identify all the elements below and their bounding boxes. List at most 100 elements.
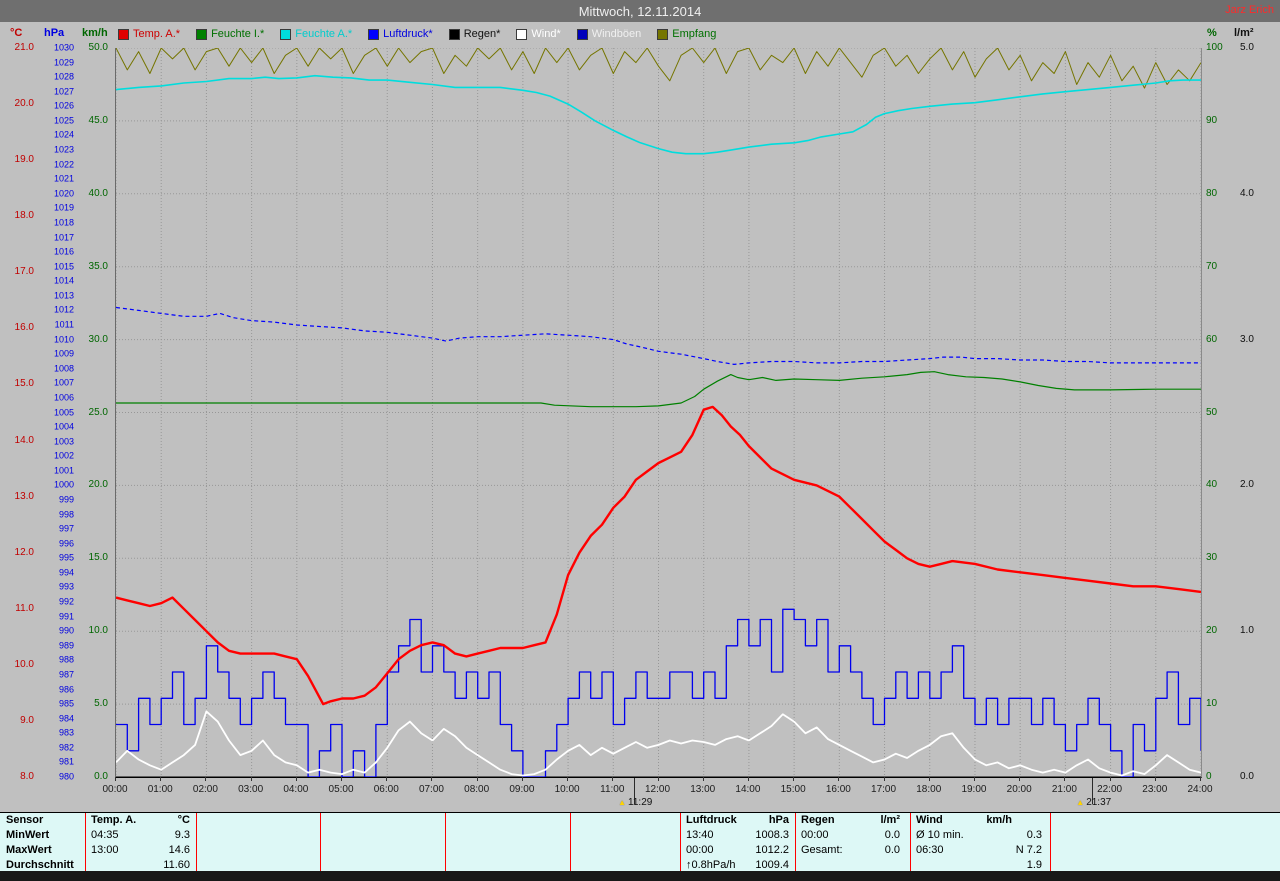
regen-swatch-icon — [448, 28, 460, 40]
axis-tick-label: 100 — [1206, 42, 1223, 53]
stats-temp-max-time: 13:00 — [91, 844, 119, 856]
stats-luftdruck-unit: hPa — [768, 814, 789, 826]
axis-tick-label: 1003 — [53, 436, 74, 447]
x-axis-tick — [205, 777, 207, 781]
window-title: Mittwoch, 12.11.2014 — [578, 3, 702, 19]
x-axis-label: 01:00 — [147, 784, 173, 795]
x-axis-tick — [1064, 777, 1066, 781]
axis-tick-label: 989 — [58, 640, 74, 651]
stats-temp-max-value: 14.6 — [168, 844, 190, 856]
stats-regen-start-value: 0.0 — [884, 829, 900, 841]
axis-tick-label: 981 — [58, 756, 74, 767]
stats-temp-header: Temp. A. — [91, 814, 137, 826]
legend-label: Wind* — [531, 28, 561, 40]
x-axis-tick — [973, 777, 975, 781]
stats-wind-avg10-label: Ø 10 min. — [916, 829, 964, 841]
x-axis-label: 12:00 — [644, 784, 671, 795]
wind-swatch-icon — [516, 28, 528, 40]
legend-item-feuchte_a: Feuchte A.* — [280, 28, 352, 40]
window-bottom-edge — [0, 871, 1280, 881]
x-axis-label: 14:00 — [735, 784, 761, 795]
axis-tick-label: 1024 — [53, 129, 74, 140]
axis-tick-label: 9.0 — [20, 714, 34, 726]
stats-row-label-max: MaxWert — [6, 844, 52, 856]
x-axis-label: 23:00 — [1142, 784, 1168, 795]
axis-tick-label: 35.0 — [88, 260, 108, 272]
axis-tick-label: 50.0 — [88, 42, 108, 53]
y-axis-celsius: 21.0 20.0 19.0 18.0 17.0 16.0 15.0 14.0 13.0 12.0… — [2, 43, 36, 782]
axis-tick-label: 1005 — [53, 407, 74, 417]
series-wind — [116, 710, 1201, 777]
axis-tick-label: 16.0 — [14, 322, 34, 334]
axis-tick-label: 992 — [58, 596, 74, 607]
y-axis-percent: 100 90 80 70 60 50 40 30 20 10 0 — [1204, 43, 1232, 782]
x-axis-tick — [747, 777, 749, 781]
axis-header-lm2: l/m² — [1234, 27, 1254, 39]
windboeen-swatch-icon — [576, 28, 588, 40]
stats-regen-total-value: 0.0 — [884, 844, 900, 856]
axis-tick-label: 1023 — [53, 144, 74, 155]
axis-tick-label: 1029 — [53, 57, 74, 68]
series-feuchte_i — [116, 371, 1201, 408]
feuchte_i-swatch-icon — [196, 28, 208, 40]
axis-tick-label: 994 — [58, 567, 74, 578]
axis-tick-label: 90 — [1206, 114, 1218, 126]
axis-tick-label: 1012 — [53, 304, 74, 315]
axis-tick-label: 5.0 — [94, 698, 108, 710]
x-axis-tick — [883, 777, 885, 781]
x-axis-label: 08:00 — [464, 784, 490, 795]
table-separator — [85, 813, 86, 872]
x-axis-tick — [250, 777, 252, 781]
x-axis-tick — [476, 777, 478, 781]
stats-temp-min-value: 9.3 — [174, 829, 190, 841]
stats-wind-max-time: 06:30 — [916, 844, 944, 856]
x-axis-label: 04:00 — [283, 784, 309, 795]
x-axis-label: 19:00 — [961, 784, 987, 795]
x-axis-label: 13:00 — [690, 784, 716, 795]
legend-item-luftdruck: Luftdruck* — [368, 28, 433, 40]
axis-tick-label: 1008 — [53, 363, 74, 374]
x-axis-label: 06:00 — [373, 784, 399, 795]
x-axis-tick — [1200, 777, 1201, 781]
stats-col-temp: Temp. A. °C 04:35 9.3 13:00 14.6 11.60 — [85, 813, 196, 872]
stats-wind-avg10-value: 0.3 — [1026, 829, 1042, 841]
axis-tick-label: 984 — [58, 713, 74, 724]
x-axis-tick — [702, 777, 704, 781]
x-axis-label: 17:00 — [871, 784, 897, 795]
x-axis-label: 16:00 — [825, 784, 851, 795]
axis-tick-label: 30.0 — [88, 333, 108, 345]
x-axis-tick — [1019, 777, 1021, 781]
table-separator — [570, 813, 571, 872]
table-separator — [196, 813, 197, 872]
stats-panel: Sensor MinWert MaxWert Durchschnitt Temp… — [0, 812, 1280, 872]
axis-tick-label: 1013 — [53, 290, 74, 301]
x-axis-tick — [928, 777, 930, 781]
stats-regen-unit: l/m² — [880, 814, 900, 826]
axis-tick-label: 20.0 — [14, 98, 34, 110]
axis-tick-label: 0.0 — [94, 771, 108, 782]
axis-tick-label: 13.0 — [14, 490, 34, 502]
axis-tick-label: 1010 — [53, 334, 74, 345]
axis-tick-label: 995 — [58, 552, 74, 563]
axis-tick-label: 990 — [58, 625, 74, 636]
stats-temp-min-time: 04:35 — [91, 829, 119, 841]
x-axis-tick — [295, 777, 297, 781]
axis-tick-label: 1014 — [53, 275, 74, 286]
axis-tick-label: 25.0 — [88, 406, 108, 418]
series-windboeen — [116, 608, 1201, 777]
axis-tick-label: 14.0 — [14, 434, 34, 446]
axis-tick-label: 80 — [1206, 187, 1218, 199]
axis-header-celsius: °C — [10, 27, 23, 39]
stats-row-label-sensor: Sensor — [6, 814, 44, 826]
x-axis: 00:00 01:00 02:00 03:00 04:00 05:00 06:00 07:00… — [102, 777, 1213, 803]
axis-tick-label: 15.0 — [14, 378, 34, 390]
axis-tick-label: 2.0 — [1240, 479, 1254, 491]
table-separator — [680, 813, 681, 872]
axis-tick-label: 1026 — [53, 100, 74, 111]
axis-header-kmh: km/h — [82, 27, 108, 39]
axis-tick-label: 40 — [1206, 479, 1218, 491]
legend-label: Empfang — [672, 28, 717, 40]
axis-tick-label: 986 — [58, 684, 74, 695]
x-axis-label: 09:00 — [509, 784, 535, 795]
stats-wind-unit: km/h — [986, 814, 1012, 826]
